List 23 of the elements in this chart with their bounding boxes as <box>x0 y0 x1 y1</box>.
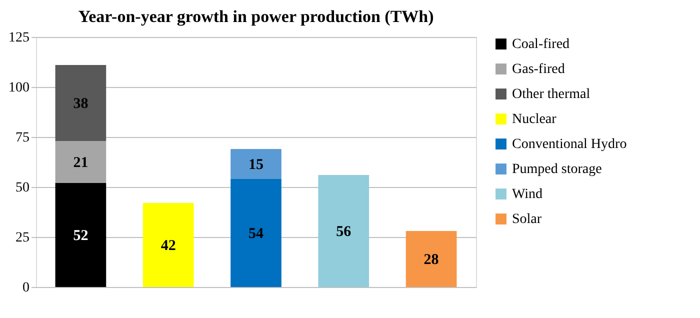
y-tick-label: 100 <box>8 80 30 96</box>
legend-label: Other thermal <box>512 87 590 102</box>
data-label: 38 <box>73 96 88 112</box>
legend-label: Conventional Hydro <box>512 137 627 152</box>
data-label: 15 <box>248 157 264 173</box>
y-tick-label: 125 <box>8 30 30 46</box>
legend-label: Wind <box>512 187 543 202</box>
legend-label: Nuclear <box>512 112 557 127</box>
y-tick-label: 75 <box>16 130 30 146</box>
data-label: 28 <box>424 252 439 268</box>
y-tick-label: 0 <box>22 280 30 296</box>
data-label: 42 <box>160 238 176 254</box>
y-tick-label: 25 <box>16 230 30 246</box>
chart-title: Year-on-year growth in power production (TWh) <box>78 7 434 26</box>
data-label: 21 <box>73 155 88 171</box>
legend-label: Gas-fired <box>512 62 565 77</box>
legend-label: Coal-fired <box>512 37 570 52</box>
legend-label: Solar <box>512 212 542 227</box>
data-label: 52 <box>73 228 88 244</box>
data-label: 54 <box>248 226 264 242</box>
data-label: 56 <box>336 224 352 240</box>
y-tick-label: 50 <box>16 180 30 196</box>
legend-label: Pumped storage <box>512 162 602 177</box>
